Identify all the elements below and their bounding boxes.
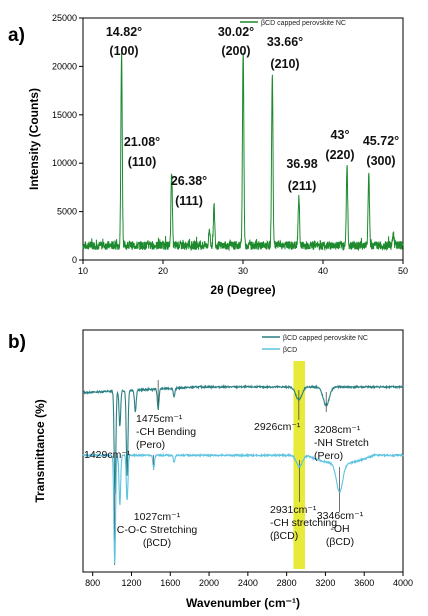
ftir-x-tick-label: 800	[85, 578, 100, 588]
ftir-annotation-text: -OH	[330, 523, 349, 535]
panel-a: a) 10 20 30 40 50 0500010000150002000025000 …	[8, 13, 408, 297]
xrd-y-tick-label: 25000	[52, 13, 77, 23]
panel-b: b) 800 1200 1600 2000 2400 2800 3200 3600 4000 β…	[8, 329, 413, 610]
xrd-legend-label: βCD capped perovskite NC	[261, 20, 346, 27]
ftir-x-tick-label: 2800	[277, 578, 297, 588]
ftir-x-tick-label: 1200	[121, 578, 141, 588]
ftir-annotation-text: 3208cm⁻¹	[314, 424, 361, 436]
xrd-y-tick-label: 5000	[57, 207, 77, 217]
ftir-legend: βCD capped perovskite NC βCD	[262, 335, 368, 354]
ftir-x-tick-label: 2400	[238, 578, 258, 588]
ftir-annotation-text: 3346cm⁻¹	[317, 510, 364, 522]
xrd-peak-angle-label: 45.72°	[363, 134, 399, 148]
ftir-x-tick-label: 4000	[393, 578, 413, 588]
xrd-peak-hkl-label: (111)	[175, 194, 203, 208]
xrd-peak-hkl-label: (220)	[325, 148, 354, 162]
xrd-peak-angle-label: 14.82°	[106, 25, 142, 39]
xrd-y-tick-label: 20000	[52, 61, 77, 71]
xrd-y-tick-label: 15000	[52, 110, 77, 120]
xrd-peak-hkl-label: (110)	[128, 155, 157, 169]
xrd-legend: βCD capped perovskite NC	[240, 20, 346, 27]
ftir-annotation-text: -NH Stretch	[314, 437, 369, 449]
ftir-legend-label-capped: βCD capped perovskite NC	[283, 335, 368, 342]
ftir-x-axis-label: Wavenumber (cm⁻¹)	[186, 596, 300, 610]
xrd-x-axis-label: 2θ (Degree)	[210, 283, 275, 297]
ftir-x-tick-label: 3600	[354, 578, 374, 588]
xrd-peak-angle-label: 43°	[331, 128, 350, 142]
ftir-legend-label-bcd: βCD	[283, 347, 297, 354]
xrd-x-tick-label: 20	[158, 266, 168, 276]
ftir-annotation-text: 1429cm⁻¹	[84, 449, 131, 461]
xrd-peak-angle-label: 36.98	[286, 157, 317, 171]
ftir-annotation-text: -CH stretching	[270, 517, 337, 529]
xrd-x-tick-label: 30	[238, 266, 248, 276]
ftir-x-tick-label: 2000	[199, 578, 219, 588]
ftir-annotation-text: 2926cm⁻¹	[254, 421, 301, 433]
xrd-y-tick-label: 10000	[52, 158, 77, 168]
ftir-annotation-text: 1027cm⁻¹	[134, 511, 181, 523]
ftir-annotation-text: (Pero)	[314, 450, 343, 462]
xrd-peak-angle-label: 26.38°	[171, 174, 207, 188]
xrd-y-axis-label: Intensity (Counts)	[27, 88, 41, 190]
ftir-x-tick-label: 3200	[315, 578, 335, 588]
ftir-annotation-text: (βCD)	[326, 536, 354, 548]
ftir-annotation-text: (βCD)	[270, 530, 298, 542]
xrd-peak-hkl-label: (100)	[109, 44, 138, 58]
xrd-peak-angle-label: 21.08°	[124, 135, 160, 149]
xrd-peak-angle-label: 33.66°	[267, 35, 303, 49]
xrd-x-tick-label: 50	[398, 266, 408, 276]
ftir-series-capped-line	[82, 384, 404, 494]
panel-a-label: a)	[8, 25, 25, 46]
ftir-annotation-text: 1475cm⁻¹	[136, 413, 183, 425]
ftir-annotation-text: 2931cm⁻¹	[270, 504, 317, 516]
xrd-peak-hkl-label: (300)	[366, 154, 395, 168]
ftir-plot-frame	[82, 329, 404, 573]
xrd-peak-hkl-label: (211)	[288, 179, 317, 193]
ftir-series-bcd-line	[82, 452, 404, 564]
ftir-annotation-text: C-O-C Stretching	[117, 524, 198, 536]
panel-b-label: b)	[8, 332, 26, 353]
ftir-x-tick-label: 1600	[160, 578, 180, 588]
xrd-x-tick-label: 40	[318, 266, 328, 276]
ftir-y-axis-label: Transmittance (%)	[33, 399, 47, 502]
ftir-annotation-text: -CH Bending	[136, 426, 196, 438]
ftir-annotation-text: (Pero)	[136, 439, 165, 451]
ftir-annotation-text: (βCD)	[143, 537, 171, 549]
xrd-series-line	[82, 52, 404, 252]
xrd-y-tick-label: 0	[72, 255, 77, 265]
xrd-peak-angle-label: 30.02°	[218, 25, 254, 39]
xrd-peak-hkl-label: (210)	[270, 57, 299, 71]
xrd-x-tick-label: 10	[78, 266, 88, 276]
xrd-peak-hkl-label: (200)	[221, 44, 250, 58]
